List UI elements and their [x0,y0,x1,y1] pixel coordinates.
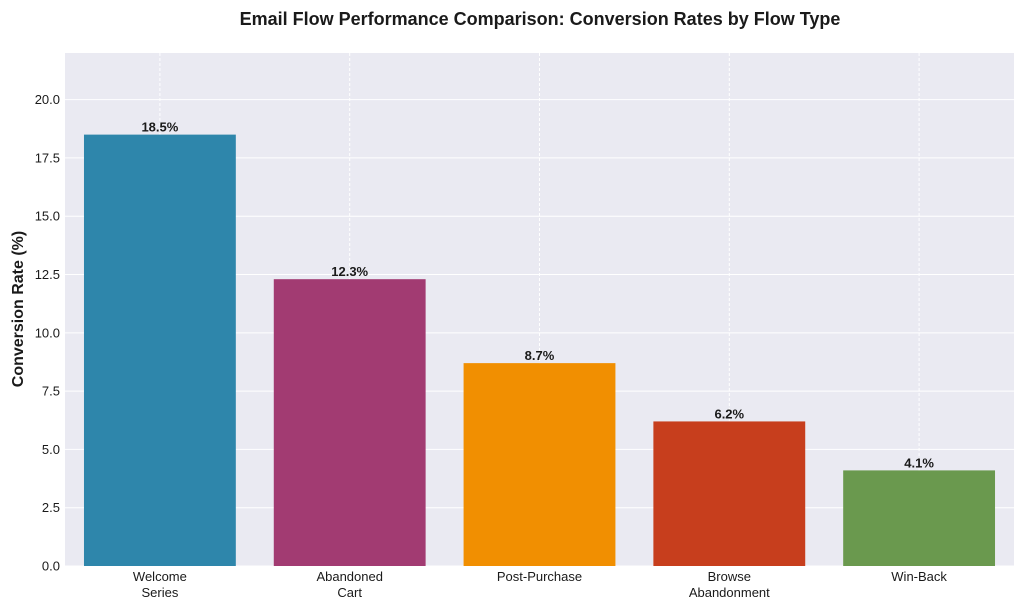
bar-value-label: 12.3% [331,264,368,279]
y-tick-label: 20.0 [35,92,60,107]
chart-title: Email Flow Performance Comparison: Conve… [240,9,841,29]
x-tick-label: Browse [708,569,751,584]
bar [273,279,426,566]
y-tick-label: 10.0 [35,325,60,340]
y-tick-label: 2.5 [42,500,60,515]
bar-value-label: 18.5% [141,120,178,135]
value-labels-group: 18.5% 12.3% 8.7% 6.2% 4.1% [141,120,934,471]
bar-value-label: 8.7% [525,348,555,363]
y-tick-label: 15.0 [35,209,60,224]
x-tick-label: Welcome [133,569,187,584]
y-tick-label: 0.0 [42,559,60,574]
x-tick-label: Abandonment [689,585,770,600]
bar-value-label: 4.1% [904,455,934,470]
y-axis-label: Conversion Rate (%) [10,231,27,387]
bar-value-label: 6.2% [714,406,744,421]
x-tick-label: Abandoned [316,569,383,584]
bar [83,134,236,566]
bar [463,363,616,566]
y-tick-label: 17.5 [35,150,60,165]
y-tick-labels-group: 0.0 2.5 5.0 7.5 10.0 12.5 15.0 17.5 20.0 [35,92,60,573]
x-tick-label: Win-Back [891,569,947,584]
bars-group [83,134,996,566]
x-tick-label: Post-Purchase [497,569,582,584]
bar [843,470,996,566]
y-tick-label: 7.5 [42,384,60,399]
x-tick-label: Cart [337,585,362,600]
bar [653,421,806,566]
x-tick-label: Series [141,585,178,600]
y-tick-label: 5.0 [42,442,60,457]
y-tick-label: 12.5 [35,267,60,282]
